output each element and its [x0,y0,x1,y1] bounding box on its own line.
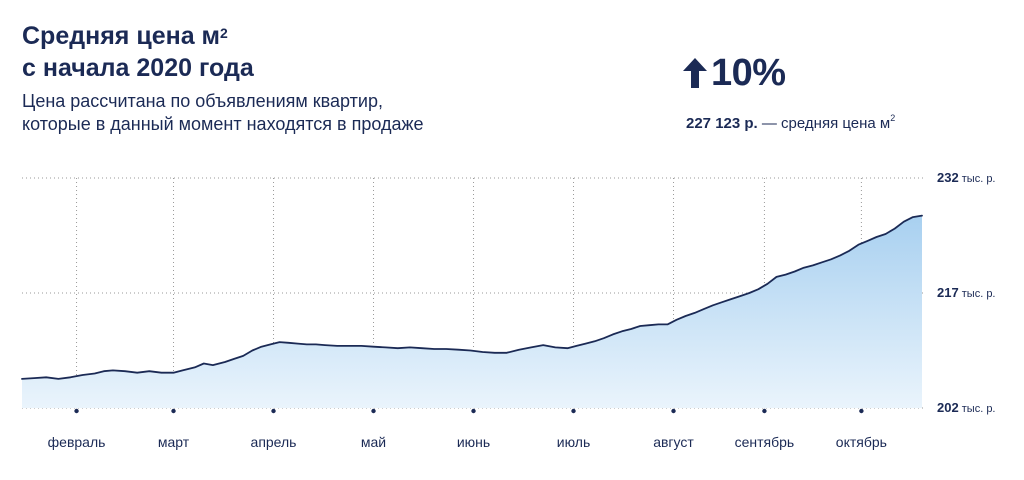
x-tick-dot [271,408,276,414]
x-tick-dot [371,408,376,414]
x-tick-label: октябрь [836,434,887,450]
x-tick-dot [571,408,576,414]
chart-title: Средняя цена м2 с начала 2020 года [22,20,254,84]
subtitle-line-2: которые в данный момент находятся в прод… [22,114,424,134]
price-change: 10% [683,51,786,94]
x-tick-dot [671,408,676,414]
title-line-2: с начала 2020 года [22,54,254,82]
x-tick-dot [171,408,176,414]
title-line-1: Средняя цена м2 [22,22,228,50]
x-tick-dot [762,408,767,414]
average-price-label: — средняя цена м [761,115,891,132]
y-tick-label: 232 тыс. р. [937,170,996,185]
x-tick-label: август [653,434,694,450]
x-tick-label: май [361,434,386,450]
chart-subtitle: Цена рассчитана по объявлениям квартир, … [22,90,424,136]
average-price-value: 227 123 р. [686,115,758,132]
x-tick-label: июль [557,434,590,450]
subtitle-line-1: Цена рассчитана по объявлениям квартир, [22,91,383,111]
x-tick-label: март [158,434,190,450]
y-tick-label: 217 тыс. р. [937,285,996,300]
x-tick-label: сентябрь [735,434,795,450]
y-tick-label: 202 тыс. р. [937,400,996,415]
x-tick-dot [74,408,79,414]
price-change-value: 10% [711,51,786,94]
x-tick-label: апрель [251,434,297,450]
x-tick-dot [859,408,864,414]
price-area [22,215,922,408]
x-tick-label: февраль [48,434,106,450]
arrow-up-icon [683,58,707,88]
average-price: 227 123 р. — средняя цена м2 [686,113,896,132]
x-tick-label: июнь [457,434,490,450]
x-tick-dot [471,408,476,414]
